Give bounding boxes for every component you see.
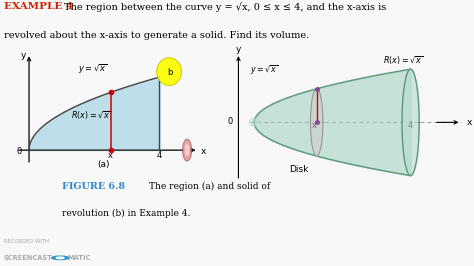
Text: SCREENCAST: SCREENCAST <box>4 255 53 260</box>
Text: The region between the curve y = √x, 0 ≤ x ≤ 4, and the x-axis is: The region between the curve y = √x, 0 ≤… <box>64 2 386 13</box>
Text: MATIC: MATIC <box>68 255 91 260</box>
Circle shape <box>52 256 69 260</box>
Text: Disk: Disk <box>289 165 309 174</box>
Polygon shape <box>310 89 323 156</box>
Text: revolution (b) in Example 4.: revolution (b) in Example 4. <box>62 209 190 218</box>
Text: $R(x) = \sqrt{x}$: $R(x) = \sqrt{x}$ <box>383 54 423 67</box>
Ellipse shape <box>185 145 189 155</box>
Text: b: b <box>167 68 173 77</box>
Text: 4: 4 <box>408 121 413 130</box>
Text: revolved about the x-axis to generate a solid. Find its volume.: revolved about the x-axis to generate a … <box>4 31 309 40</box>
Text: $y = \sqrt{x}$: $y = \sqrt{x}$ <box>78 62 108 76</box>
Circle shape <box>56 257 64 259</box>
Circle shape <box>157 58 182 85</box>
Text: 0: 0 <box>228 117 233 126</box>
Text: (a): (a) <box>98 160 110 169</box>
Text: $y = \sqrt{x}$: $y = \sqrt{x}$ <box>250 64 279 77</box>
Polygon shape <box>402 69 419 176</box>
Ellipse shape <box>182 139 191 161</box>
Polygon shape <box>249 118 259 126</box>
Text: FIGURE 6.8: FIGURE 6.8 <box>62 182 125 191</box>
Text: x: x <box>466 118 472 127</box>
Text: The region (a) and solid of: The region (a) and solid of <box>149 182 271 191</box>
Text: x: x <box>108 151 113 160</box>
Text: EXAMPLE 4: EXAMPLE 4 <box>4 2 73 11</box>
Text: $R(x) = \sqrt{x}$: $R(x) = \sqrt{x}$ <box>72 110 111 122</box>
Text: y: y <box>236 45 241 54</box>
Text: RECORDED WITH: RECORDED WITH <box>4 239 49 244</box>
Text: 4: 4 <box>157 151 162 160</box>
Text: y: y <box>20 51 26 60</box>
Text: x: x <box>312 121 317 130</box>
Text: x: x <box>201 147 206 156</box>
Text: 0: 0 <box>17 147 22 156</box>
